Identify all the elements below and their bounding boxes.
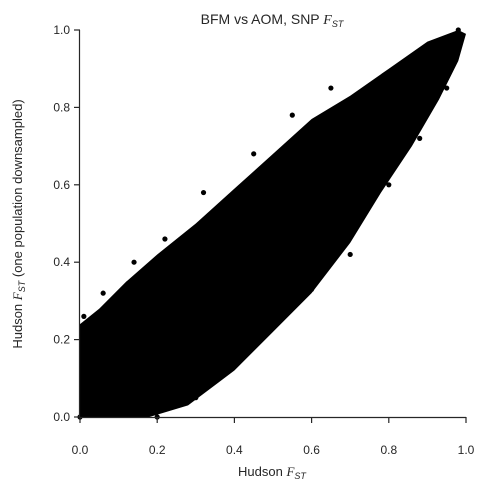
data-point	[162, 236, 168, 242]
data-point	[193, 306, 199, 312]
data-point	[146, 352, 153, 358]
data-point	[270, 228, 276, 234]
y-axis-label: Hudson FST (one population downsampled)	[10, 99, 27, 348]
data-point	[224, 259, 230, 265]
data-point	[108, 391, 114, 397]
data-point	[347, 251, 353, 258]
data-point	[231, 267, 237, 273]
data-point	[162, 317, 168, 323]
data-point	[328, 85, 334, 91]
data-point	[366, 120, 373, 126]
data-point	[231, 356, 237, 362]
y-tick-label: 0.0	[53, 410, 70, 424]
data-point	[185, 298, 191, 304]
x-tick-label: 0.4	[226, 443, 243, 457]
data-point	[100, 290, 106, 296]
data-point	[301, 182, 307, 188]
data-point	[278, 201, 284, 207]
data-point	[135, 367, 141, 374]
data-point	[270, 317, 276, 323]
x-tick-label: 0.0	[72, 443, 89, 457]
data-point	[436, 39, 442, 45]
data-point	[328, 170, 334, 176]
data-point	[251, 247, 257, 254]
data-point	[262, 220, 268, 227]
y-tick-label: 0.2	[53, 333, 70, 347]
data-point	[393, 81, 400, 87]
data-point	[393, 151, 400, 157]
data-point	[355, 128, 361, 134]
data-point	[316, 158, 322, 165]
data-point	[424, 50, 430, 56]
data-point	[251, 151, 257, 157]
data-point	[386, 182, 392, 188]
y-tick-label: 0.6	[53, 178, 70, 192]
data-point	[131, 259, 137, 265]
x-axis-ticks: 0.0 0.2 0.4 0.6 0.8 1.0	[72, 417, 475, 457]
data-point	[81, 313, 87, 319]
data-point	[455, 27, 461, 33]
y-tick-label: 1.0	[53, 23, 70, 37]
y-axis-ticks: 0.0 0.2 0.4 0.6 0.8 1.0	[53, 23, 80, 424]
data-points	[77, 27, 461, 420]
x-tick-label: 0.8	[380, 443, 397, 457]
data-point	[239, 240, 245, 246]
data-point	[386, 97, 392, 103]
data-point	[123, 379, 129, 385]
data-point	[96, 402, 102, 408]
x-tick-label: 1.0	[458, 443, 475, 457]
y-tick-label: 0.8	[53, 100, 70, 114]
point-cloud	[80, 30, 466, 417]
data-point	[200, 189, 207, 196]
data-point	[85, 410, 91, 416]
data-point	[405, 73, 411, 80]
x-tick-label: 0.2	[149, 443, 166, 457]
x-axis-label: Hudson FST	[238, 464, 307, 481]
chart-title: BFM vs AOM, SNP FST	[201, 11, 345, 29]
data-point	[444, 35, 450, 41]
data-point	[309, 286, 315, 292]
y-tick-label: 0.4	[53, 255, 70, 269]
data-point	[131, 298, 137, 304]
point-cloud-band	[80, 30, 466, 417]
data-point	[289, 112, 295, 118]
data-point	[417, 135, 423, 141]
data-point	[173, 329, 180, 335]
x-tick-label: 0.6	[303, 443, 320, 457]
data-point	[378, 104, 384, 110]
data-point	[116, 375, 122, 381]
data-point	[193, 395, 199, 401]
data-point	[146, 271, 153, 277]
data-point	[212, 286, 218, 292]
data-point	[289, 209, 295, 215]
data-point	[154, 340, 160, 347]
data-point	[200, 278, 207, 285]
data-point	[444, 85, 450, 91]
data-point	[309, 189, 315, 196]
data-point	[339, 143, 346, 149]
data-point	[347, 147, 353, 153]
data-point	[417, 62, 423, 68]
